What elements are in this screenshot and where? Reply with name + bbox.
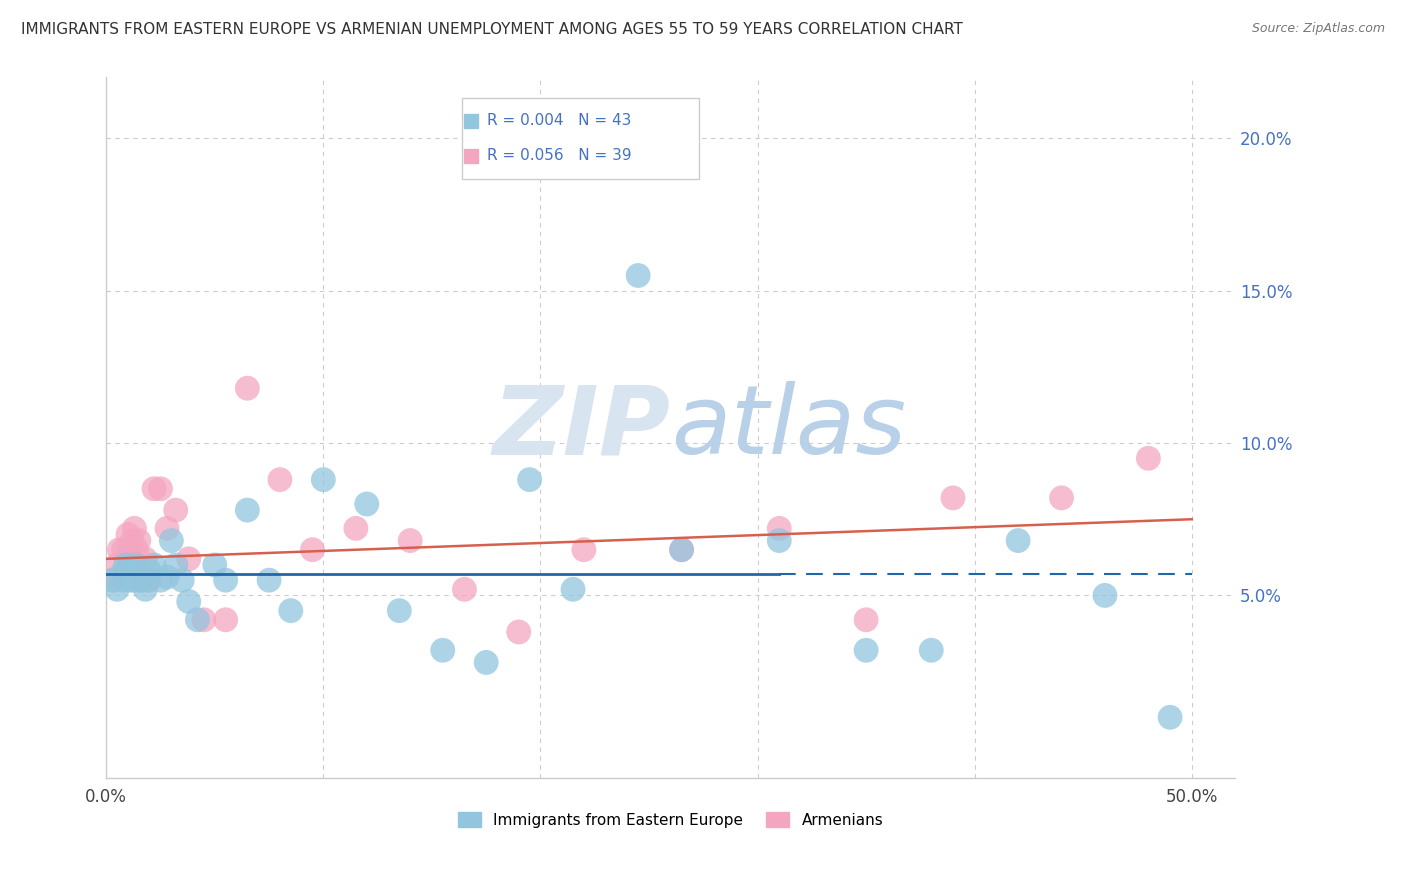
Point — [475, 656, 498, 670]
Point — [156, 521, 179, 535]
Point — [114, 558, 136, 572]
Point — [453, 582, 475, 597]
Point — [117, 564, 139, 578]
Point — [129, 573, 152, 587]
Point — [125, 558, 148, 572]
Point — [160, 533, 183, 548]
Point — [117, 527, 139, 541]
Point — [388, 604, 411, 618]
Point — [120, 542, 142, 557]
Point — [186, 613, 208, 627]
Point — [105, 558, 128, 572]
Text: ZIP: ZIP — [494, 382, 671, 475]
Point — [768, 533, 790, 548]
Point — [177, 552, 200, 566]
Point — [257, 573, 280, 587]
Point — [671, 542, 693, 557]
Point — [120, 573, 142, 587]
Point — [562, 582, 585, 597]
Point — [1007, 533, 1029, 548]
Point — [143, 558, 166, 572]
Point — [1137, 451, 1160, 466]
Point — [138, 564, 160, 578]
Point — [1159, 710, 1181, 724]
Point — [356, 497, 378, 511]
Point — [214, 613, 236, 627]
Point — [768, 521, 790, 535]
Point — [165, 503, 187, 517]
Point — [156, 570, 179, 584]
FancyBboxPatch shape — [461, 98, 699, 179]
Point — [101, 573, 124, 587]
Text: R = 0.056   N = 39: R = 0.056 N = 39 — [486, 148, 631, 163]
Point — [236, 381, 259, 395]
Point — [572, 542, 595, 557]
Point — [312, 473, 335, 487]
Point — [136, 573, 159, 587]
Point — [128, 533, 150, 548]
Point — [399, 533, 422, 548]
Text: IMMIGRANTS FROM EASTERN EUROPE VS ARMENIAN UNEMPLOYMENT AMONG AGES 55 TO 59 YEAR: IMMIGRANTS FROM EASTERN EUROPE VS ARMENI… — [21, 22, 963, 37]
Point — [214, 573, 236, 587]
Point — [280, 604, 302, 618]
Point — [121, 533, 143, 548]
Point — [942, 491, 965, 505]
Point — [124, 573, 146, 587]
Point — [177, 594, 200, 608]
Point — [149, 573, 172, 587]
Point — [101, 573, 124, 587]
Point — [269, 473, 291, 487]
Point — [236, 503, 259, 517]
Text: Source: ZipAtlas.com: Source: ZipAtlas.com — [1251, 22, 1385, 36]
Point — [671, 542, 693, 557]
Point — [855, 613, 877, 627]
Point — [138, 573, 160, 587]
Point — [128, 567, 150, 582]
Point — [508, 624, 530, 639]
Point — [1094, 589, 1116, 603]
Point — [112, 542, 135, 557]
Point — [143, 482, 166, 496]
Point — [432, 643, 454, 657]
Point — [165, 558, 187, 572]
Point — [193, 613, 215, 627]
Point — [124, 521, 146, 535]
Point — [204, 558, 226, 572]
Point — [855, 643, 877, 657]
Text: R = 0.004   N = 43: R = 0.004 N = 43 — [486, 113, 631, 128]
Point — [125, 542, 148, 557]
Point — [112, 573, 135, 587]
Point — [134, 582, 156, 597]
Point — [129, 573, 152, 587]
Point — [108, 542, 131, 557]
Point — [920, 643, 942, 657]
Point — [1050, 491, 1073, 505]
Text: atlas: atlas — [671, 382, 905, 475]
Legend: Immigrants from Eastern Europe, Armenians: Immigrants from Eastern Europe, Armenian… — [453, 805, 890, 834]
Point — [172, 573, 194, 587]
Point — [344, 521, 367, 535]
Point — [105, 582, 128, 597]
Point — [134, 552, 156, 566]
Point — [519, 473, 541, 487]
Point — [121, 564, 143, 578]
Point — [301, 542, 323, 557]
Point — [149, 482, 172, 496]
Point — [627, 268, 650, 283]
Point — [110, 567, 132, 582]
